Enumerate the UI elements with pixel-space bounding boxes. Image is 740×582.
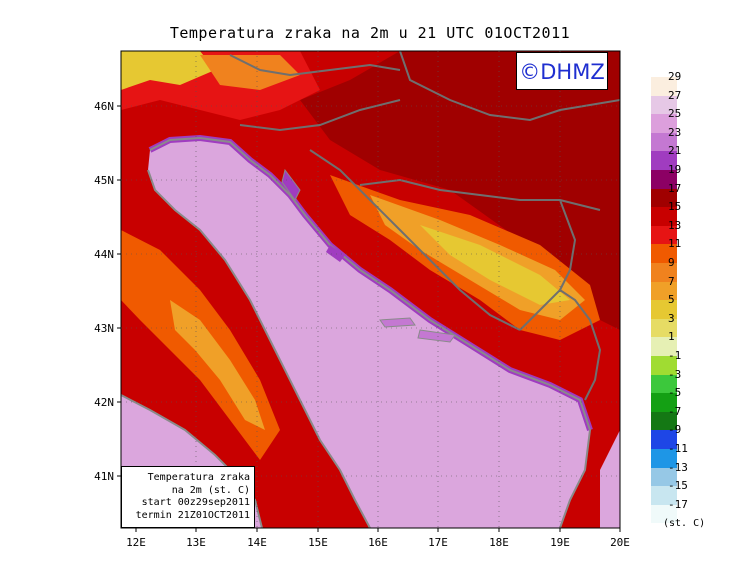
border-line: [309, 149, 521, 331]
lat-label-44n: 44N: [94, 248, 114, 261]
island: [379, 317, 416, 328]
field-alps-cool: [121, 51, 215, 90]
colorbar-swatch: [651, 114, 677, 133]
lon-label-20e: 20E: [610, 536, 630, 549]
colorbar-swatch: [651, 132, 677, 152]
colorbar-label: 25: [668, 107, 682, 121]
colorbar-swatch: [651, 318, 677, 338]
colorbar-label: -1: [668, 349, 682, 362]
info-line-start: start 00z29sep2011: [141, 497, 250, 508]
colorbar-label: 23: [668, 125, 682, 139]
field-apennines-core: [170, 300, 265, 430]
colorbar-label: -13: [668, 460, 688, 474]
colorbar-label: -17: [668, 497, 688, 511]
colorbar-label: -5: [668, 386, 682, 400]
colorbar-swatch: [651, 188, 677, 208]
colorbar-swatch: [651, 207, 677, 226]
colorbar-swatch: [651, 393, 677, 412]
lat-label-43n: 43N: [94, 322, 114, 335]
adriatic-sea: [148, 138, 590, 528]
colorbar-label: 19: [668, 163, 682, 176]
lon-label-15e: 15E: [308, 536, 328, 549]
island: [326, 245, 345, 262]
tick-marks: [117, 105, 621, 532]
dhmz-logo: ©DHMZ: [516, 52, 608, 90]
lon-label-16e: 16E: [368, 536, 388, 549]
west-coastline: [147, 169, 371, 528]
colorbar-swatch: [651, 337, 677, 356]
tyrrhenian-coastline: [121, 394, 263, 528]
east-coastline: [149, 136, 592, 528]
colorbar-label: 13: [668, 218, 682, 232]
lon-label-13e: 13E: [186, 536, 206, 549]
colorbar-label: 7: [668, 274, 675, 288]
colorbar-label: 17: [668, 181, 682, 195]
border-line: [229, 54, 401, 77]
colorbar-label: 1: [668, 330, 675, 344]
colorbar-swatch: [651, 95, 677, 115]
border-line: [399, 51, 620, 122]
colorbar-swatch: [651, 151, 677, 170]
colorbar-label: -15: [668, 479, 688, 493]
colorbar-swatch: [651, 374, 677, 394]
lat-label-46n: 46N: [94, 100, 114, 113]
lon-label-18e: 18E: [489, 536, 509, 549]
lon-label-12e: 12E: [126, 536, 146, 549]
colorbar-swatch: [651, 504, 677, 524]
info-line-termin: termin 21Z01OCT2011: [135, 509, 250, 521]
info-line-variable: Temperatura zraka: [147, 472, 250, 483]
colorbar-label: 27: [668, 88, 682, 102]
colorbar-label: -7: [668, 404, 682, 418]
colorbar-swatch: [651, 244, 677, 263]
colorbar-swatch: [651, 225, 677, 245]
info-box: Temperatura zraka na 2m (st. C) start 00…: [121, 466, 255, 528]
border-line: [239, 99, 401, 132]
colorbar-unit: (st. C): [663, 518, 706, 529]
lon-label-14e: 14E: [247, 536, 267, 549]
map-frame: [120, 50, 621, 529]
graticule: [121, 51, 620, 528]
ionian-sea: [600, 430, 620, 528]
colorbar-label: 21: [668, 144, 682, 158]
colorbar-swatch: [651, 467, 677, 487]
lat-label-45n: 45N: [94, 174, 114, 187]
colorbar-swatch: [651, 77, 677, 96]
border-line: [519, 288, 602, 401]
colorbar-label: -9: [668, 423, 682, 437]
colorbar-label: 15: [668, 200, 682, 214]
colorbar-label: 29: [668, 70, 682, 83]
lon-label-17e: 17E: [428, 536, 448, 549]
island: [417, 329, 456, 343]
cool-field-dinaric-core: [420, 225, 570, 305]
colorbar-label: 3: [668, 311, 675, 325]
colorbar-swatch: [651, 300, 677, 319]
colorbar-label: -3: [668, 367, 682, 381]
colorbar-swatch: [651, 170, 677, 189]
colorbar-label: 5: [668, 293, 675, 307]
island: [281, 168, 301, 201]
colorbar-swatch: [651, 281, 677, 301]
colorbar-label: -11: [668, 442, 688, 455]
colorbar-label: 9: [668, 256, 675, 269]
lon-label-19e: 19E: [550, 536, 570, 549]
colorbar-swatch: [651, 449, 677, 468]
colorbar-swatch: [651, 263, 677, 282]
field-alps-mid: [200, 55, 300, 90]
lat-label-42n: 42N: [94, 396, 114, 409]
colorbar-swatch: [651, 356, 677, 375]
map-title: Temperatura zraka na 2m u 21 UTC 01OCT20…: [169, 24, 571, 42]
lat-label-41n: 41N: [94, 470, 114, 483]
colorbar-swatch: [651, 430, 677, 449]
border-line: [559, 199, 577, 291]
colorbar-swatch: [651, 411, 677, 431]
colorbar-label: 11: [668, 237, 682, 251]
info-line-unit: na 2m (st. C): [171, 484, 250, 496]
colorbar-swatch: [651, 486, 677, 505]
